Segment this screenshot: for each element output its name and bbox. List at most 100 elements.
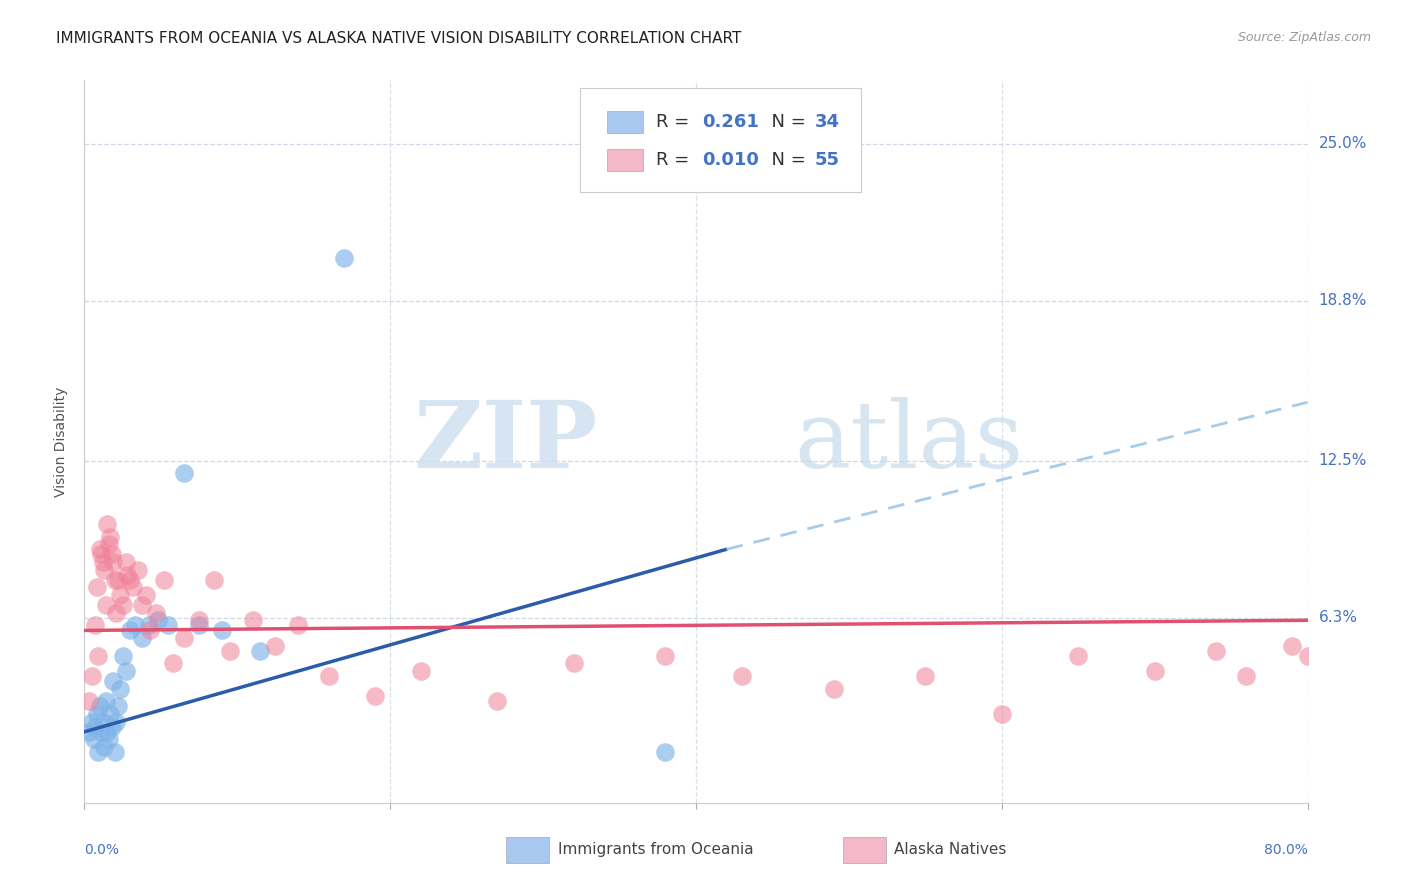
Point	[104, 573, 127, 587]
Point	[157, 618, 180, 632]
Point	[94, 694, 117, 708]
Point	[90, 547, 112, 561]
Text: 80.0%: 80.0%	[1264, 843, 1308, 856]
Point	[90, 724, 112, 739]
Point	[77, 724, 100, 739]
Text: 55: 55	[814, 151, 839, 169]
Point	[211, 624, 233, 638]
Point	[86, 580, 108, 594]
Point	[218, 643, 240, 657]
Point	[731, 669, 754, 683]
Point	[991, 707, 1014, 722]
Point	[823, 681, 845, 696]
Point	[1205, 643, 1227, 657]
Point	[1312, 664, 1334, 678]
Point	[89, 699, 111, 714]
Point	[249, 643, 271, 657]
FancyBboxPatch shape	[579, 87, 860, 193]
Point	[146, 613, 169, 627]
Point	[364, 690, 387, 704]
Point	[108, 681, 131, 696]
Text: Immigrants from Oceania: Immigrants from Oceania	[558, 842, 754, 857]
Point	[111, 598, 134, 612]
Point	[115, 567, 138, 582]
Point	[96, 724, 118, 739]
Point	[264, 639, 287, 653]
Point	[654, 745, 676, 759]
Point	[108, 588, 131, 602]
Point	[1067, 648, 1090, 663]
Point	[84, 618, 107, 632]
Point	[103, 555, 125, 569]
Point	[101, 720, 124, 734]
Text: 0.0%: 0.0%	[84, 843, 120, 856]
Bar	[606, 112, 644, 133]
Point	[1296, 648, 1319, 663]
Point	[188, 618, 211, 632]
Text: IMMIGRANTS FROM OCEANIA VS ALASKA NATIVE VISION DISABILITY CORRELATION CHART: IMMIGRANTS FROM OCEANIA VS ALASKA NATIVE…	[56, 31, 741, 46]
Point	[77, 694, 100, 708]
Text: ZIP: ZIP	[413, 397, 598, 486]
Point	[318, 669, 340, 683]
Point	[122, 580, 145, 594]
Bar	[842, 837, 886, 863]
Point	[287, 618, 309, 632]
Point	[107, 699, 129, 714]
Point	[127, 563, 149, 577]
Point	[101, 547, 124, 561]
Point	[97, 537, 120, 551]
Point	[111, 648, 134, 663]
Point	[486, 694, 509, 708]
Point	[104, 745, 127, 759]
Point	[98, 530, 121, 544]
Point	[107, 573, 129, 587]
Text: R =: R =	[655, 151, 695, 169]
Point	[87, 648, 110, 663]
Point	[86, 707, 108, 722]
Point	[96, 516, 118, 531]
Point	[120, 624, 142, 638]
Point	[89, 542, 111, 557]
Point	[188, 613, 211, 627]
Text: 0.261: 0.261	[702, 113, 759, 131]
Point	[145, 606, 167, 620]
Point	[242, 613, 264, 627]
Point	[105, 606, 128, 620]
Point	[654, 648, 676, 663]
Point	[80, 669, 103, 683]
Point	[138, 618, 160, 632]
Point	[97, 732, 120, 747]
Point	[87, 745, 110, 759]
Text: 34: 34	[814, 113, 839, 131]
Point	[1143, 664, 1166, 678]
Point	[131, 598, 153, 612]
Point	[124, 618, 146, 632]
Point	[93, 739, 115, 754]
Text: 18.8%: 18.8%	[1319, 293, 1367, 309]
Point	[914, 669, 936, 683]
Point	[173, 467, 195, 481]
Point	[131, 631, 153, 645]
Point	[80, 714, 103, 729]
Text: atlas: atlas	[794, 397, 1024, 486]
Point	[114, 664, 136, 678]
Point	[93, 563, 115, 577]
Text: R =: R =	[655, 113, 695, 131]
Text: N =: N =	[759, 151, 811, 169]
Point	[202, 573, 225, 587]
Point	[114, 555, 136, 569]
Point	[91, 555, 114, 569]
Point	[153, 573, 176, 587]
Point	[98, 707, 121, 722]
Point	[135, 588, 157, 602]
Point	[84, 720, 107, 734]
Text: Alaska Natives: Alaska Natives	[894, 842, 1007, 857]
Point	[94, 598, 117, 612]
Bar	[606, 149, 644, 170]
Point	[173, 631, 195, 645]
Point	[120, 573, 142, 587]
Point	[91, 714, 114, 729]
Point	[333, 251, 356, 265]
Text: N =: N =	[759, 113, 811, 131]
Point	[409, 664, 432, 678]
